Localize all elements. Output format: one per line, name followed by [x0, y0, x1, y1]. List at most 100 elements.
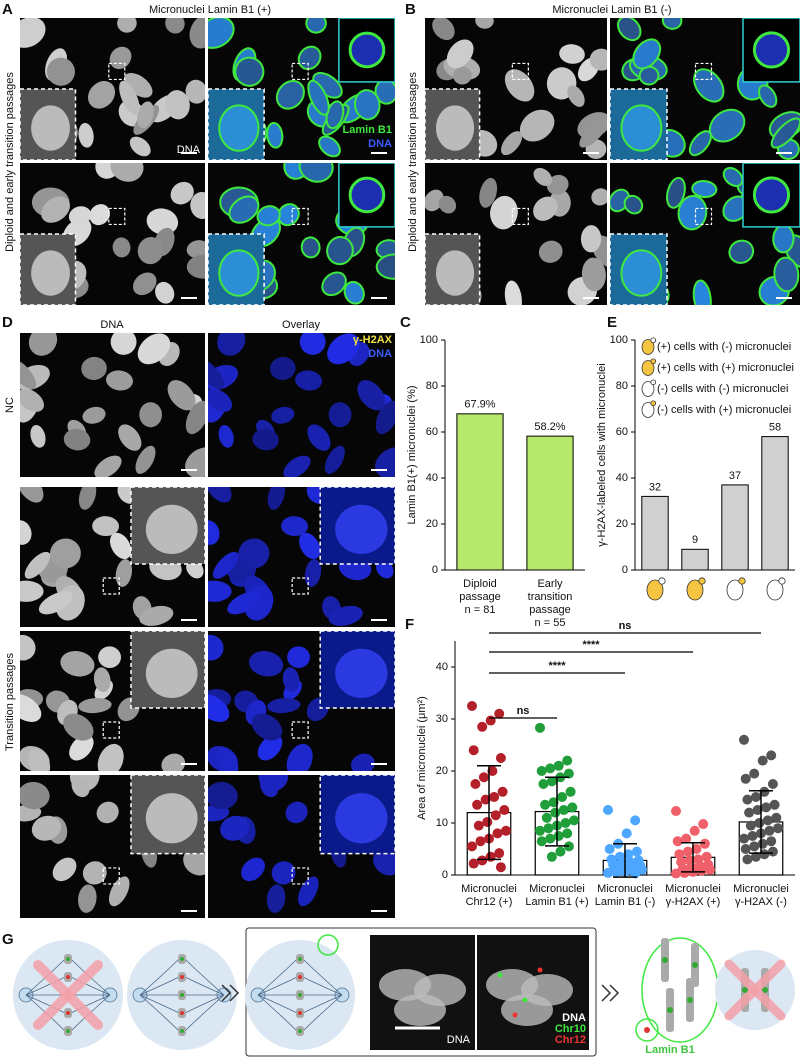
nucleus	[425, 189, 444, 212]
data-point	[485, 851, 496, 862]
nucleus	[267, 697, 301, 714]
inset-nucleus	[335, 504, 388, 554]
nucleus	[256, 205, 281, 227]
data-point	[759, 849, 770, 860]
micrograph	[208, 163, 395, 305]
nucleus	[692, 279, 712, 305]
nucleus	[623, 194, 644, 215]
nucleus	[324, 445, 345, 474]
micrograph	[20, 163, 205, 305]
data-point	[565, 786, 576, 797]
spindle	[139, 994, 180, 1014]
cell-icon	[646, 579, 664, 601]
nucleus	[46, 57, 75, 86]
chevron	[221, 984, 240, 1002]
nucleus	[260, 776, 279, 798]
panel-label: C	[400, 314, 411, 331]
data-point	[740, 844, 751, 854]
cell-icon	[641, 339, 655, 355]
bar	[681, 548, 709, 571]
y-tick-label: 0	[432, 564, 438, 576]
nucleus	[252, 428, 279, 451]
nucleus	[41, 196, 70, 223]
inset-nucleus	[31, 105, 70, 151]
data-point	[482, 816, 493, 827]
x-tick-label: passage	[459, 591, 501, 603]
data-point	[468, 858, 479, 869]
y-axis-label: Lamin B1(+) micronuclei (%)	[406, 385, 418, 524]
kinetochore	[298, 975, 302, 979]
nucleus	[106, 370, 133, 391]
nucleus	[110, 532, 132, 560]
spindle	[257, 994, 298, 1014]
inset-nucleus	[620, 249, 663, 297]
nucleus	[617, 18, 642, 42]
data-point	[550, 807, 561, 818]
x-tick-label: Early	[537, 578, 563, 590]
kinetochore	[180, 993, 184, 997]
roi-box	[291, 207, 309, 226]
data-point	[536, 836, 547, 847]
data-point	[538, 779, 549, 789]
nucleus	[78, 122, 94, 148]
nucleus	[453, 66, 472, 85]
data-point	[611, 867, 622, 878]
data-point	[767, 846, 778, 857]
data-point	[477, 721, 488, 732]
x-tick-label: n = 81	[465, 604, 496, 616]
kinetochore	[687, 997, 693, 1003]
nucleus	[97, 743, 124, 771]
data-point	[752, 805, 763, 815]
nucleus	[328, 402, 352, 428]
channel-label: DNA	[368, 138, 392, 150]
data-point	[705, 864, 715, 875]
nucleus	[475, 18, 494, 29]
y-tick-label: 30	[436, 713, 448, 725]
nucleus	[27, 749, 51, 771]
panel-label: E	[607, 314, 617, 331]
lamin-label: Lamin B1	[645, 1044, 695, 1056]
data-point	[769, 799, 780, 810]
spindle	[302, 994, 343, 1014]
nucleus	[82, 406, 106, 424]
panel-label: G	[2, 931, 14, 948]
kinetochore	[667, 1007, 673, 1013]
spindle	[302, 976, 343, 996]
bar	[456, 413, 504, 571]
nucleus	[438, 195, 457, 214]
nucleus	[307, 424, 331, 451]
nucleus	[772, 224, 795, 254]
nucleus	[758, 84, 778, 108]
nucleus	[298, 163, 334, 183]
data-point	[558, 805, 569, 815]
nucleus	[432, 18, 455, 41]
nucleus	[257, 734, 283, 761]
nucleus	[20, 18, 46, 48]
kinetochore	[298, 1011, 302, 1015]
data-point	[467, 841, 477, 852]
data-point	[701, 851, 712, 862]
nucleus	[155, 281, 175, 304]
nucleus	[490, 195, 518, 230]
panel-label: B	[405, 1, 416, 18]
data-point	[630, 868, 641, 879]
cross	[724, 959, 786, 1021]
data-point	[750, 851, 761, 862]
data-point	[739, 833, 749, 844]
roi-box	[694, 207, 713, 226]
data-point	[742, 854, 753, 865]
micrograph	[208, 631, 395, 771]
y-tick-label: 0	[622, 564, 628, 576]
data-point	[495, 862, 506, 873]
kinetochore	[298, 993, 302, 997]
nucleus	[375, 400, 395, 435]
data-point	[761, 802, 772, 813]
x-tick-label: Micronuclei	[529, 883, 585, 895]
nucleus	[567, 85, 585, 107]
micrograph	[20, 487, 205, 627]
micronucleus-icon	[738, 577, 746, 585]
nucleus	[129, 136, 151, 157]
nucleus	[248, 651, 284, 677]
nucleus	[267, 487, 285, 510]
data-point	[492, 828, 503, 839]
